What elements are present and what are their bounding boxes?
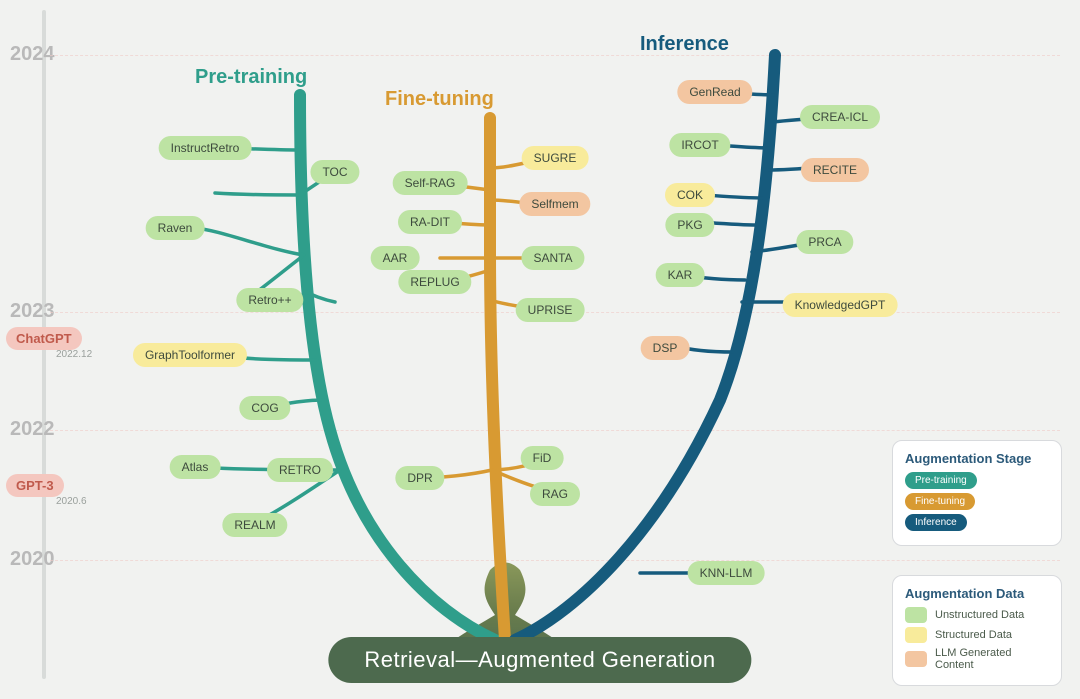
method-node: PKG [665,213,714,237]
method-node: REPLUG [398,270,471,294]
branch-title-finetuning: Fine-tuning [385,88,494,111]
method-node: FiD [521,446,564,470]
legend-row: Pre-training [905,472,1049,489]
method-node: COG [239,396,290,420]
twig [195,228,304,255]
method-node: REALM [222,513,287,537]
method-node: DPR [395,466,444,490]
method-node: Raven [146,216,205,240]
legend-row: Structured Data [905,627,1049,643]
method-node: SUGRE [522,146,589,170]
legend-augmentation-data: Augmentation Data Unstructured Data Struct… [892,575,1062,686]
legend-row: Inference [905,514,1049,531]
method-node: UPRISE [516,298,585,322]
method-node: RECITE [801,158,869,182]
legend-swatch [905,651,927,667]
method-node: TOC [310,160,359,184]
method-node: PRCA [796,230,853,254]
legend-title: Augmentation Stage [905,451,1049,466]
method-node: InstructRetro [159,136,252,160]
method-node: GenRead [677,80,752,104]
method-node: RAG [530,482,580,506]
method-node: Selfmem [519,192,590,216]
method-node: GraphToolformer [133,343,247,367]
method-node: SANTA [521,246,584,270]
legend-row: Unstructured Data [905,607,1049,623]
legend-row: Fine-tuning [905,493,1049,510]
branch-finetuning [490,118,505,640]
branch-title-inference: Inference [640,33,729,56]
legend-chip: Inference [905,514,967,531]
method-node: Retro++ [236,288,303,312]
legend-label: Unstructured Data [935,609,1024,621]
method-node: AAR [371,246,420,270]
legend-chip: Pre-training [905,472,977,489]
root-title: Retrieval—Augmented Generation [328,637,751,683]
method-node: Self-RAG [393,171,468,195]
legend-label: LLM Generated Content [935,647,1049,671]
twig [215,193,300,195]
method-node: IRCOT [669,133,730,157]
method-node: RETRO [267,458,333,482]
legend-swatch [905,627,927,643]
method-node: KNN-LLM [688,561,765,585]
legend-chip: Fine-tuning [905,493,975,510]
method-node: DSP [641,336,690,360]
method-node: RA-DIT [398,210,462,234]
legend-label: Structured Data [935,629,1012,641]
method-node: KAR [656,263,705,287]
method-node: KnowledgedGPT [783,293,898,317]
method-node: COK [665,183,715,207]
legend-title: Augmentation Data [905,586,1049,601]
legend-swatch [905,607,927,623]
branch-title-pretraining: Pre-training [195,66,307,89]
method-node: CREA-ICL [800,105,880,129]
legend-row: LLM Generated Content [905,647,1049,671]
method-node: Atlas [170,455,221,479]
legend-augmentation-stage: Augmentation Stage Pre-training Fine-tunin… [892,440,1062,546]
